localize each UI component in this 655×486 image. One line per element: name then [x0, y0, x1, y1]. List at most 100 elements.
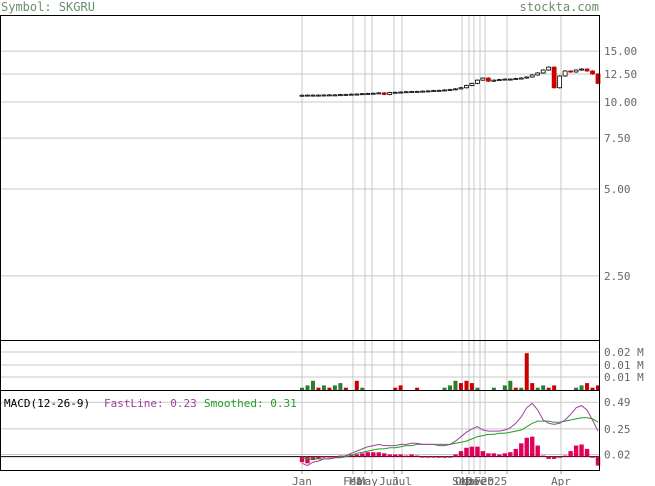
price-candle	[321, 94, 327, 97]
volume-tick-label: 0.01 M	[604, 371, 644, 384]
price-tick-label: 2.50	[604, 270, 631, 283]
macd-histogram-bar	[540, 455, 546, 457]
volume-bar	[513, 387, 518, 390]
macd-histogram-bar	[398, 454, 403, 457]
macd-histogram-bar	[491, 453, 497, 457]
price-candle	[392, 91, 398, 94]
price-candle	[551, 66, 557, 89]
price-candle	[420, 90, 425, 93]
macd-histogram-bar	[447, 456, 453, 458]
price-candle	[469, 82, 475, 86]
volume-bar	[491, 387, 496, 390]
price-candle	[359, 93, 365, 96]
macd-histogram-bar	[365, 452, 370, 457]
price-candle	[316, 94, 321, 97]
price-candle	[348, 93, 354, 96]
macd-histogram-bar	[584, 448, 590, 457]
price-candle	[475, 79, 480, 84]
symbol-label: Symbol: SKGRU	[1, 0, 95, 14]
price-tick-label: 10.00	[604, 96, 637, 109]
volume-bar	[453, 380, 458, 390]
macd-histogram-bar	[332, 456, 338, 458]
macd-histogram-bar	[327, 456, 332, 458]
volume-bar	[475, 387, 480, 390]
x-tick-label: Feb	[343, 475, 363, 486]
volume-bar	[469, 383, 474, 390]
macd-histogram-bar	[376, 452, 381, 457]
macd-histogram-bar	[486, 453, 491, 457]
price-tick-label: 7.50	[604, 132, 631, 145]
x-tick-label: 2025	[481, 475, 508, 486]
macd-histogram-bar	[414, 455, 420, 457]
macd-histogram-bar	[321, 456, 327, 458]
price-panel	[299, 66, 601, 97]
volume-bar	[535, 387, 540, 390]
price-candle	[480, 77, 486, 81]
volume-bar	[332, 385, 337, 390]
price-candle	[299, 94, 305, 97]
site-label: stockta.com	[519, 0, 599, 14]
macd-histogram-bar	[305, 456, 310, 464]
price-candle	[425, 90, 431, 93]
price-candle	[518, 77, 524, 80]
macd-histogram-bar	[573, 445, 579, 457]
price-candle	[327, 94, 332, 97]
price-candle	[414, 90, 420, 93]
macd-histogram-bar	[551, 456, 557, 459]
volume-bar	[393, 387, 398, 390]
volume-bar	[524, 353, 529, 390]
macd-title: MACD(12-26-9)	[4, 397, 90, 410]
x-tick-label: Sep	[452, 475, 472, 486]
macd-histogram-bar	[420, 456, 425, 458]
grid-lines	[0, 15, 600, 474]
macd-histogram-bar	[425, 456, 431, 458]
price-candle	[540, 69, 546, 74]
price-candle	[590, 70, 595, 75]
x-tick-label: Jun	[379, 475, 399, 486]
price-candle	[502, 78, 508, 81]
volume-bar	[415, 387, 420, 390]
macd-histogram-bar	[524, 437, 529, 457]
x-tick-label: Mar	[349, 475, 369, 486]
macd-histogram-bar	[403, 455, 409, 457]
volume-bar	[360, 387, 365, 390]
macd-histogram-bar	[562, 455, 568, 457]
price-candle	[398, 91, 404, 94]
macd-tick-label: 0.25	[604, 423, 631, 436]
volume-bar	[398, 385, 403, 390]
volume-bar	[305, 385, 310, 390]
x-tick-label: Jul	[392, 475, 412, 486]
volume-bar	[343, 387, 348, 390]
price-candle	[485, 77, 491, 82]
price-candle	[453, 88, 458, 91]
price-tick-label: 12.50	[604, 68, 637, 81]
volume-bar	[300, 387, 304, 390]
price-candle	[332, 94, 338, 97]
panel-frames	[0, 15, 600, 471]
price-candle	[535, 72, 541, 76]
price-candle	[436, 89, 442, 92]
volume-bar	[442, 387, 447, 390]
x-tick-label: Jan	[292, 475, 312, 486]
macd-histogram-bar	[382, 453, 387, 457]
volume-bar	[574, 387, 579, 390]
macd-histogram-bar	[310, 456, 316, 460]
macd-histogram-bar	[535, 445, 540, 457]
x-tick-label: Nov	[461, 475, 481, 486]
panel-frame	[0, 15, 600, 341]
price-candle	[557, 75, 563, 89]
price-candle	[343, 94, 349, 96]
macd-histogram-bar	[568, 451, 573, 457]
macd-tick-label: 0.49	[604, 396, 631, 409]
price-candle	[529, 74, 535, 78]
macd-histogram-bar	[453, 454, 458, 457]
price-candle	[546, 66, 552, 71]
price-candle	[513, 78, 519, 80]
price-candle	[354, 93, 360, 96]
macd-histogram-bar	[508, 452, 513, 457]
price-candle	[442, 89, 447, 92]
macd-histogram-bar	[502, 453, 508, 457]
price-candle	[310, 94, 316, 97]
macd-histogram-bar	[519, 443, 524, 457]
